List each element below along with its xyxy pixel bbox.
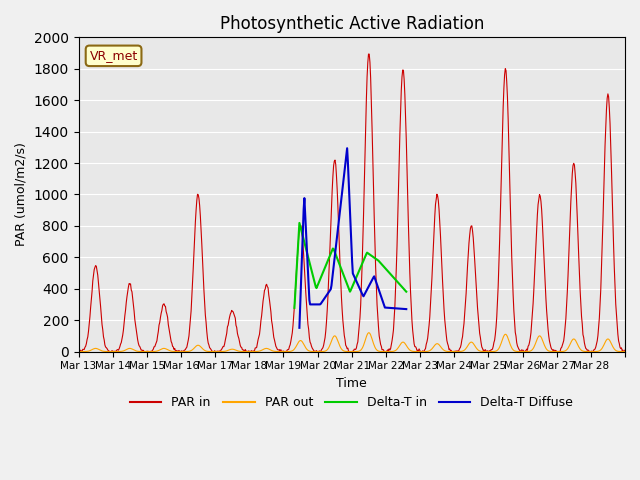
PAR in xyxy=(288,335,296,340)
Line: Delta-T Diffuse: Delta-T Diffuse xyxy=(300,148,406,328)
PAR in xyxy=(621,347,629,353)
PAR out xyxy=(365,330,372,336)
PAR out xyxy=(621,348,629,354)
PAR in xyxy=(267,309,275,315)
PAR in xyxy=(410,334,417,340)
Title: Photosynthetic Active Radiation: Photosynthetic Active Radiation xyxy=(220,15,484,33)
Line: Delta-T in: Delta-T in xyxy=(294,223,406,308)
PAR in xyxy=(240,348,248,353)
Y-axis label: PAR (umol/m2/s): PAR (umol/m2/s) xyxy=(15,143,28,246)
PAR in xyxy=(75,348,83,354)
Line: PAR out: PAR out xyxy=(79,333,625,351)
PAR in xyxy=(140,348,147,353)
PAR out xyxy=(440,347,447,353)
Line: PAR in: PAR in xyxy=(79,54,625,351)
PAR out xyxy=(239,348,247,354)
PAR out xyxy=(287,348,294,354)
Text: VR_met: VR_met xyxy=(90,49,138,62)
PAR out xyxy=(75,348,83,354)
PAR in xyxy=(440,307,448,312)
Legend: PAR in, PAR out, Delta-T in, Delta-T Diffuse: PAR in, PAR out, Delta-T in, Delta-T Dif… xyxy=(125,391,579,414)
PAR out xyxy=(409,348,417,354)
PAR in xyxy=(76,348,83,354)
PAR out xyxy=(139,348,147,354)
X-axis label: Time: Time xyxy=(337,377,367,390)
PAR out xyxy=(266,347,274,353)
PAR in xyxy=(365,51,372,57)
